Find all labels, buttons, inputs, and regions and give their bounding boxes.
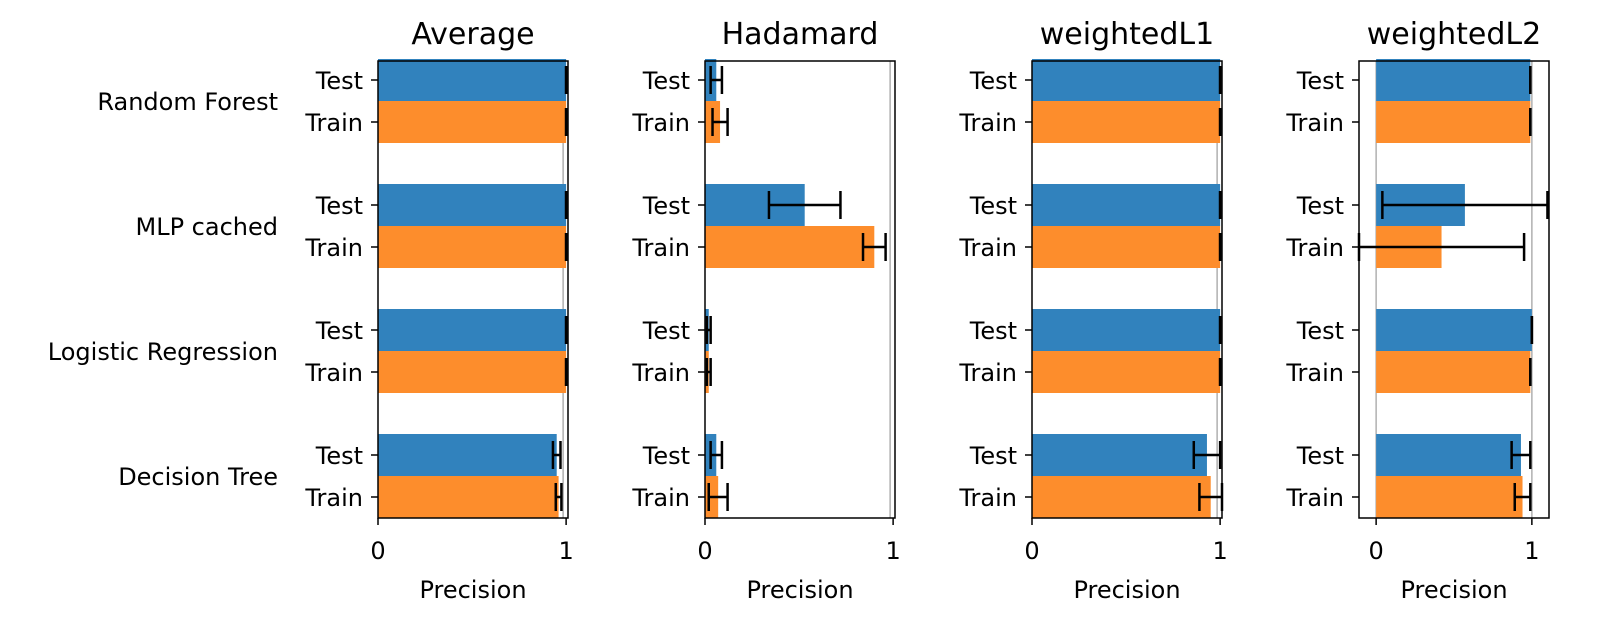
panel-title: Average (411, 17, 534, 52)
x-axis-label: Precision (419, 576, 526, 604)
errorbar-test-random-forest (709, 66, 724, 94)
bar-label-test: Test (1296, 442, 1344, 470)
errorbar-train-random-forest (711, 108, 729, 136)
plot-frame (1358, 60, 1550, 519)
errorbar-test-mlp-cached (1381, 191, 1549, 219)
bar-label-train: Train (1285, 234, 1344, 262)
bar-label-test: Test (642, 192, 690, 220)
bar-label-test: Test (969, 67, 1017, 95)
errorbar-test-decision-tree (551, 441, 562, 469)
bar-label-test: Test (315, 317, 363, 345)
bar-label-train: Train (958, 109, 1017, 137)
bar-train-random-forest (1376, 101, 1531, 143)
panel-weightedl2: weightedL2 Test Train Test Train Test Train Tes… (1285, 17, 1550, 604)
bar-label-train: Train (958, 484, 1017, 512)
plot-frame (377, 60, 569, 519)
bar-train-mlp-cached (1032, 226, 1221, 268)
bar-label-train: Train (304, 484, 363, 512)
errorbar-test-mlp-cached (767, 191, 842, 219)
bar-train-decision-tree (378, 476, 559, 518)
plot-frame (704, 60, 896, 519)
bar-test-random-forest (1032, 59, 1221, 101)
bar-test-logistic-regression (378, 309, 567, 351)
bar-label-train: Train (631, 109, 690, 137)
bar-test-random-forest (378, 59, 567, 101)
bar-label-test: Test (315, 67, 363, 95)
panel-title: weightedL1 (1040, 17, 1214, 52)
bar-train-random-forest (1032, 101, 1221, 143)
bar-label-test: Test (1296, 317, 1344, 345)
bar-train-random-forest (378, 101, 567, 143)
bar-test-random-forest (1376, 59, 1531, 101)
bar-test-logistic-regression (1376, 309, 1532, 351)
row-label-decision-tree: Decision Tree (118, 463, 278, 491)
bar-label-test: Test (1296, 67, 1344, 95)
bar-label-train: Train (304, 109, 363, 137)
x-tick-label: 0 (1024, 537, 1039, 565)
bar-label-test: Test (969, 192, 1017, 220)
row-label-logistic-regression: Logistic Regression (48, 338, 278, 366)
x-tick-label: 1 (558, 537, 573, 565)
x-tick-label: 1 (1212, 537, 1227, 565)
bar-label-train: Train (958, 359, 1017, 387)
bar-test-decision-tree (1032, 434, 1207, 476)
errorbar-test-logistic-regression (705, 316, 712, 344)
bar-label-test: Test (642, 442, 690, 470)
bar-label-train: Train (1285, 484, 1344, 512)
panel-title: Hadamard (722, 17, 879, 52)
bar-train-logistic-regression (1032, 351, 1221, 393)
row-label-mlp-cached: MLP cached (136, 213, 279, 241)
bar-label-train: Train (958, 234, 1017, 262)
bar-label-train: Train (1285, 109, 1344, 137)
x-tick-label: 0 (370, 537, 385, 565)
errorbar-train-decision-tree (707, 483, 729, 511)
x-axis-label: Precision (1073, 576, 1180, 604)
errorbar-train-mlp-cached (861, 233, 887, 261)
errorbar-test-decision-tree (1192, 441, 1222, 469)
bar-train-logistic-regression (1376, 351, 1531, 393)
bar-train-decision-tree (1376, 476, 1523, 518)
bar-label-train: Train (631, 359, 690, 387)
bar-label-train: Train (631, 484, 690, 512)
panel-hadamard: Hadamard Test Train Test Train Test Train Test T… (631, 17, 900, 604)
bar-label-train: Train (304, 234, 363, 262)
panel-average: Average Test Train Test Train Test Train Test Tr… (304, 17, 573, 604)
bar-train-logistic-regression (378, 351, 567, 393)
bar-test-decision-tree (1376, 434, 1521, 476)
x-tick-label: 0 (1368, 537, 1383, 565)
panel-weightedl1: weightedL1 Test Train Test Train Test Train Tes… (958, 17, 1227, 604)
panel-title: weightedL2 (1367, 17, 1541, 52)
x-axis-label: Precision (746, 576, 853, 604)
bar-label-test: Test (315, 442, 363, 470)
bar-label-test: Test (969, 442, 1017, 470)
errorbar-train-decision-tree (554, 483, 563, 511)
bar-label-train: Train (1285, 359, 1344, 387)
bar-test-mlp-cached (378, 184, 567, 226)
x-tick-label: 1 (885, 537, 900, 565)
bar-train-mlp-cached (378, 226, 567, 268)
row-label-random-forest: Random Forest (97, 88, 278, 116)
bar-test-mlp-cached (1032, 184, 1221, 226)
bar-train-decision-tree (1032, 476, 1211, 518)
bar-label-train: Train (631, 234, 690, 262)
bar-label-test: Test (642, 67, 690, 95)
bar-label-train: Train (304, 359, 363, 387)
bar-test-decision-tree (378, 434, 557, 476)
bar-label-test: Test (642, 317, 690, 345)
bar-label-test: Test (969, 317, 1017, 345)
x-tick-label: 0 (697, 537, 712, 565)
bar-test-logistic-regression (1032, 309, 1221, 351)
errorbar-train-decision-tree (1513, 483, 1532, 511)
bar-train-mlp-cached (705, 226, 875, 268)
errorbar-test-decision-tree (1510, 441, 1532, 469)
bar-label-test: Test (1296, 192, 1344, 220)
errorbar-train-logistic-regression (705, 358, 712, 386)
bar-label-test: Test (315, 192, 363, 220)
errorbar-test-decision-tree (709, 441, 724, 469)
plot-frame (1031, 60, 1223, 519)
x-tick-label: 1 (1524, 537, 1539, 565)
x-axis-label: Precision (1400, 576, 1507, 604)
